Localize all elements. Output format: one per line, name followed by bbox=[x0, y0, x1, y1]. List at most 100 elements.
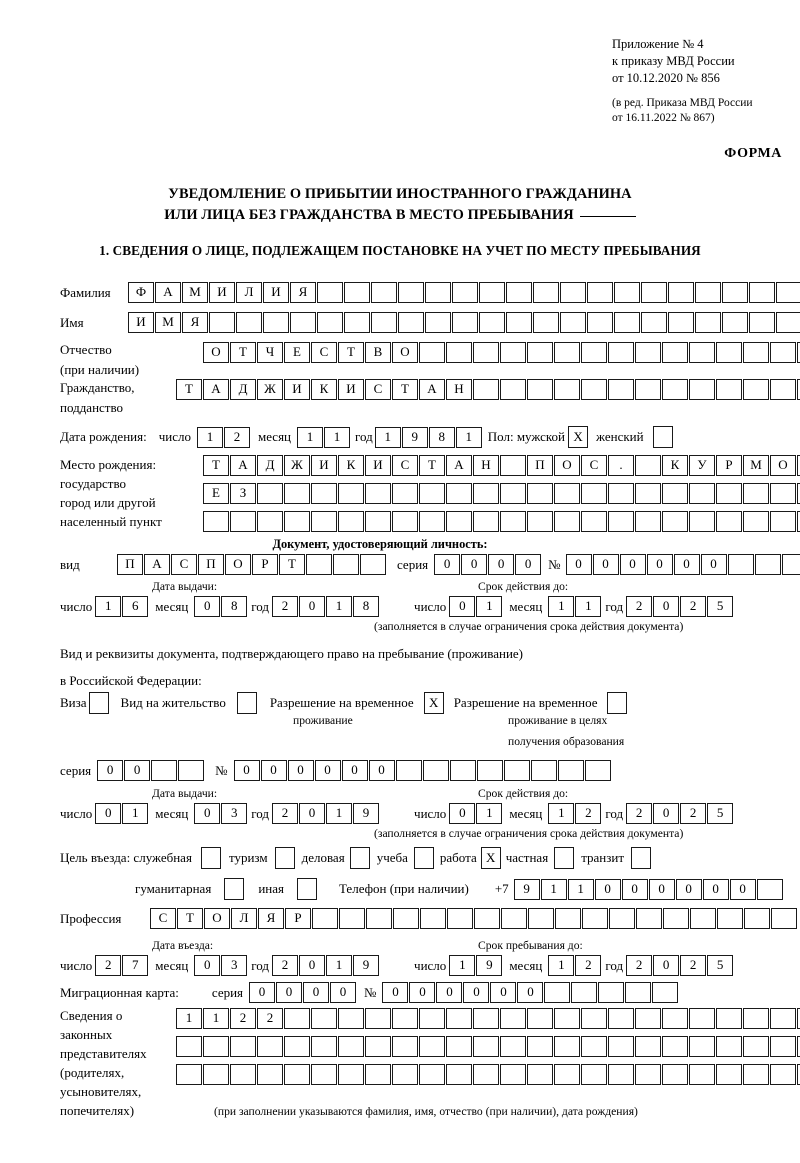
char-cell[interactable]: 0 bbox=[434, 554, 461, 575]
char-cell[interactable]: А bbox=[230, 455, 256, 476]
char-cell[interactable]: Е bbox=[203, 483, 229, 504]
char-cell[interactable]: Е bbox=[284, 342, 310, 363]
char-cell[interactable] bbox=[178, 760, 205, 781]
char-cell[interactable] bbox=[446, 1008, 472, 1029]
char-cell[interactable]: 1 bbox=[95, 596, 122, 617]
char-cell[interactable] bbox=[776, 312, 800, 333]
char-cell[interactable]: О bbox=[203, 342, 229, 363]
char-cell[interactable] bbox=[695, 282, 721, 303]
char-cell[interactable] bbox=[554, 1064, 580, 1085]
edu-residence-checkbox[interactable] bbox=[606, 692, 627, 714]
char-cell[interactable]: 2 bbox=[272, 596, 299, 617]
char-cell[interactable] bbox=[419, 511, 445, 532]
char-cell[interactable] bbox=[392, 511, 418, 532]
char-cell[interactable]: 0 bbox=[260, 760, 287, 781]
char-cell[interactable]: 2 bbox=[575, 803, 602, 824]
char-cell[interactable] bbox=[203, 511, 229, 532]
char-cell[interactable] bbox=[317, 312, 343, 333]
char-cell[interactable]: 1 bbox=[122, 803, 149, 824]
char-cell[interactable] bbox=[781, 554, 800, 575]
char-cell[interactable]: 1 bbox=[326, 803, 353, 824]
char-cell[interactable]: 0 bbox=[729, 878, 756, 900]
char-cell[interactable]: Ф bbox=[128, 282, 154, 303]
char-cell[interactable]: 0 bbox=[517, 982, 544, 1003]
char-cell[interactable]: Т bbox=[203, 455, 229, 476]
char-cell[interactable]: 1 bbox=[326, 596, 353, 617]
char-cell[interactable] bbox=[635, 455, 661, 476]
char-cell[interactable] bbox=[722, 312, 748, 333]
char-cell[interactable] bbox=[716, 379, 742, 400]
purpose-private-checkbox[interactable] bbox=[554, 847, 575, 869]
char-cell[interactable]: 3 bbox=[221, 955, 248, 976]
char-cell[interactable] bbox=[344, 282, 370, 303]
char-cell[interactable] bbox=[608, 1036, 634, 1057]
char-cell[interactable] bbox=[312, 908, 338, 929]
char-cell[interactable] bbox=[544, 982, 571, 1003]
char-cell[interactable]: 2 bbox=[95, 955, 122, 976]
char-cell[interactable] bbox=[625, 982, 652, 1003]
char-cell[interactable]: 1 bbox=[203, 1008, 229, 1029]
char-cell[interactable]: 9 bbox=[513, 878, 540, 900]
char-cell[interactable]: К bbox=[662, 455, 688, 476]
legal-reps-row2-cells[interactable] bbox=[176, 1036, 800, 1057]
char-cell[interactable] bbox=[581, 483, 607, 504]
char-cell[interactable] bbox=[776, 282, 800, 303]
char-cell[interactable]: 2 bbox=[680, 803, 707, 824]
char-cell[interactable] bbox=[500, 1036, 526, 1057]
char-cell[interactable] bbox=[797, 1064, 800, 1085]
char-cell[interactable]: 0 bbox=[436, 982, 463, 1003]
char-cell[interactable]: А bbox=[419, 379, 445, 400]
char-cell[interactable]: 0 bbox=[653, 596, 680, 617]
char-cell[interactable]: 2 bbox=[680, 596, 707, 617]
char-cell[interactable]: . bbox=[608, 455, 634, 476]
char-cell[interactable] bbox=[371, 282, 397, 303]
char-cell[interactable]: П bbox=[527, 455, 553, 476]
char-cell[interactable]: 1 bbox=[455, 426, 482, 448]
char-cell[interactable] bbox=[557, 760, 584, 781]
char-cell[interactable] bbox=[581, 1036, 607, 1057]
char-cell[interactable] bbox=[473, 511, 499, 532]
char-cell[interactable] bbox=[533, 312, 559, 333]
legal-reps-row3-cells[interactable] bbox=[176, 1064, 800, 1085]
char-cell[interactable]: 8 bbox=[353, 596, 380, 617]
char-cell[interactable]: 0 bbox=[194, 955, 221, 976]
char-cell[interactable] bbox=[284, 483, 310, 504]
char-cell[interactable] bbox=[500, 1008, 526, 1029]
purpose-tourism-checkbox[interactable] bbox=[274, 847, 295, 869]
char-cell[interactable]: 1 bbox=[476, 596, 503, 617]
char-cell[interactable] bbox=[608, 483, 634, 504]
char-cell[interactable] bbox=[257, 483, 283, 504]
char-cell[interactable] bbox=[257, 1064, 283, 1085]
char-cell[interactable] bbox=[662, 1064, 688, 1085]
char-cell[interactable] bbox=[770, 483, 796, 504]
char-cell[interactable] bbox=[716, 511, 742, 532]
char-cell[interactable]: С bbox=[581, 455, 607, 476]
char-cell[interactable]: 0 bbox=[330, 982, 357, 1003]
char-cell[interactable]: И bbox=[263, 282, 289, 303]
char-cell[interactable]: И bbox=[338, 379, 364, 400]
char-cell[interactable] bbox=[609, 908, 635, 929]
char-cell[interactable] bbox=[554, 1036, 580, 1057]
char-cell[interactable] bbox=[636, 908, 662, 929]
char-cell[interactable] bbox=[371, 312, 397, 333]
char-cell[interactable] bbox=[797, 379, 800, 400]
char-cell[interactable] bbox=[452, 282, 478, 303]
char-cell[interactable]: Д bbox=[230, 379, 256, 400]
char-cell[interactable] bbox=[230, 511, 256, 532]
char-cell[interactable]: Р bbox=[716, 455, 742, 476]
char-cell[interactable] bbox=[689, 1036, 715, 1057]
char-cell[interactable] bbox=[797, 483, 800, 504]
char-cell[interactable]: Т bbox=[338, 342, 364, 363]
char-cell[interactable] bbox=[754, 554, 781, 575]
char-cell[interactable]: 0 bbox=[461, 554, 488, 575]
char-cell[interactable] bbox=[744, 908, 770, 929]
char-cell[interactable] bbox=[635, 1008, 661, 1029]
char-cell[interactable]: С bbox=[171, 554, 197, 575]
char-cell[interactable] bbox=[473, 483, 499, 504]
char-cell[interactable] bbox=[151, 760, 178, 781]
char-cell[interactable] bbox=[582, 908, 608, 929]
